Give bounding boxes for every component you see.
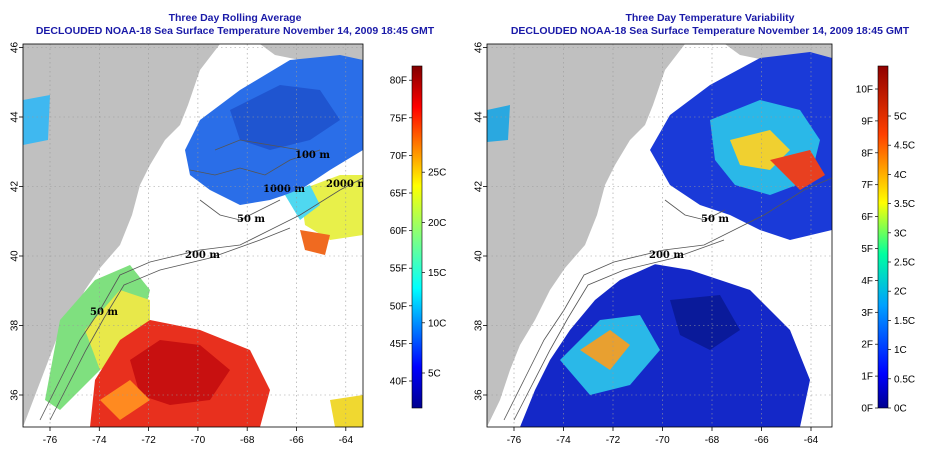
bathymetry-contours [39, 139, 363, 421]
lat-tick-label: 44 [474, 111, 485, 123]
left-map-title: Three Day Rolling Average [168, 12, 302, 24]
lon-tick-label: -72 [141, 435, 156, 446]
sst-average-panel: Three Day Rolling Average DECLOUDED NOAA… [0, 0, 470, 475]
colorbar-label-f: 5F [861, 244, 873, 255]
right-map-axes: -76 -74 -72 -70 -68 -66 -64 36 38 40 42 44 46 [474, 42, 819, 446]
colorbar-label-f: 70F [390, 151, 407, 162]
colorbar-label-f: 50F [390, 301, 407, 312]
lat-tick-label: 40 [10, 250, 21, 262]
bathymetry-contours [503, 177, 832, 421]
lon-tick-label: -70 [191, 435, 206, 446]
lon-tick-label: -74 [556, 435, 571, 446]
lon-tick-label: -72 [606, 435, 621, 446]
colorbar-label-f: 45F [390, 339, 407, 350]
lat-tick-label: 38 [474, 320, 485, 332]
lon-tick-label: -66 [754, 435, 769, 446]
colorbar-label-c: 1C [894, 345, 907, 356]
right-map-figure: 50 m 200 m -76 -74 -72 -70 -68 -66 -64 36 38 40 42… [474, 42, 915, 446]
colorbar-label-c: 2.5C [894, 258, 915, 269]
right-map-subtitle: DECLOUDED NOAA-18 Sea Surface Temperatur… [510, 25, 910, 37]
colorbar-label-c: 25C [428, 168, 446, 179]
contour-label-50m-south: 50 m [90, 307, 118, 318]
variability-colorbar [877, 65, 889, 409]
offshore-warm [300, 175, 363, 240]
left-map-area: 100 m 1000 m 2000 m 50 m 200 m 50 m [23, 44, 368, 427]
colorbar-label-f: 2F [861, 340, 873, 351]
colorbar-label-f: 9F [861, 116, 873, 127]
colorbar-label-f: 8F [861, 148, 873, 159]
colorbar-label-c: 5C [428, 369, 441, 380]
colorbar-label-c: 4C [894, 170, 907, 181]
lon-tick-label: -74 [92, 435, 107, 446]
lon-tick-label: -66 [289, 435, 304, 446]
map-grid [23, 44, 363, 427]
colorbar-label-f: 10F [856, 85, 873, 96]
colorbar-label-c: 3C [894, 228, 907, 239]
left-map-figure: 100 m 1000 m 2000 m 50 m 200 m 50 m -76-… [10, 42, 447, 446]
lat-tick-label: 36 [474, 389, 485, 401]
colorbar-label-f: 40F [390, 377, 407, 388]
right-map-border [486, 43, 833, 428]
sst-variability-panel: Three Day Temperature Variability DECLOU… [470, 0, 950, 475]
colorbar-label-f: 6F [861, 212, 873, 223]
lat-tick-label: 42 [474, 181, 485, 193]
lat-tick-label: 44 [10, 111, 21, 123]
lat-tick-label: 42 [10, 181, 21, 193]
lon-tick-label: -76 [43, 435, 58, 446]
lon-tick-label: -64 [339, 435, 354, 446]
lat-tick-label: 46 [474, 42, 485, 54]
colorbar-label-f: 0F [861, 404, 873, 415]
contour-label-50m: 50 m [701, 214, 729, 225]
contour-label-50m-north: 50 m [237, 214, 265, 225]
left-map-subtitle: DECLOUDED NOAA-18 Sea Surface Temperatur… [35, 25, 435, 37]
left-colorbar-ticks: 40F 45F 50F 55F 60F 65F 70F 75F 80F 5C 10C 15C 20C 25… [390, 76, 447, 388]
colorbar-label-c: 2C [894, 287, 907, 298]
colorbar-label-f: 4F [861, 276, 873, 287]
colorbar-label-c: 20C [428, 218, 446, 229]
lon-tick-label: -64 [804, 435, 819, 446]
lat-tick-label: 38 [10, 320, 21, 332]
colorbar-label-c: 10C [428, 318, 446, 329]
land-mass [23, 44, 220, 427]
colorbar-label-f: 1F [861, 372, 873, 383]
lon-tick-label: -70 [655, 435, 670, 446]
land-mass [487, 44, 685, 427]
right-colorbar-ticks: 0F 1F 2F 3F 4F 5F 6F 7F 8F 9F 10F 0C 0.5C 1C 1.5C 2C 2.5… [856, 85, 915, 415]
colorbar-label-f: 65F [390, 189, 407, 200]
lon-tick-label: -68 [240, 435, 255, 446]
colorbar-label-f: 7F [861, 180, 873, 191]
colorbar-label-c: 15C [428, 268, 446, 279]
colorbar-label-c: 0C [894, 404, 907, 415]
left-map-axes: -76 -74 -72 -70 -68 -66 -64 36 38 40 42 44 46 [10, 42, 354, 446]
colorbar-label-c: 0.5C [894, 374, 915, 385]
contour-label-200m: 200 m [649, 250, 684, 261]
right-map-area: 50 m 200 m [487, 44, 832, 427]
colorbar-label-c: 4.5C [894, 141, 915, 152]
lon-tick-label: -76 [507, 435, 522, 446]
contour-label-1000m: 1000 m [263, 184, 305, 195]
colorbar-label-c: 5C [894, 112, 907, 123]
colorbar-label-f: 80F [390, 76, 407, 87]
left-map-border [22, 43, 364, 428]
colorbar-label-c: 1.5C [894, 316, 915, 327]
lat-tick-label: 46 [10, 42, 21, 54]
lat-tick-label: 36 [10, 389, 21, 401]
contour-label-200m: 200 m [185, 250, 220, 261]
colorbar-label-f: 55F [390, 264, 407, 275]
colorbar-label-f: 3F [861, 308, 873, 319]
colorbar-label-f: 75F [390, 113, 407, 124]
lon-tick-label: -68 [705, 435, 720, 446]
colorbar-label-c: 3.5C [894, 199, 915, 210]
right-map-title: Three Day Temperature Variability [625, 12, 795, 24]
contour-label-2000m: 2000 m [326, 179, 368, 190]
colorbar-label-f: 60F [390, 226, 407, 237]
contour-label-100m: 100 m [295, 150, 330, 161]
lat-tick-label: 40 [474, 250, 485, 262]
map-grid [487, 44, 832, 427]
temperature-colorbar [411, 65, 423, 409]
